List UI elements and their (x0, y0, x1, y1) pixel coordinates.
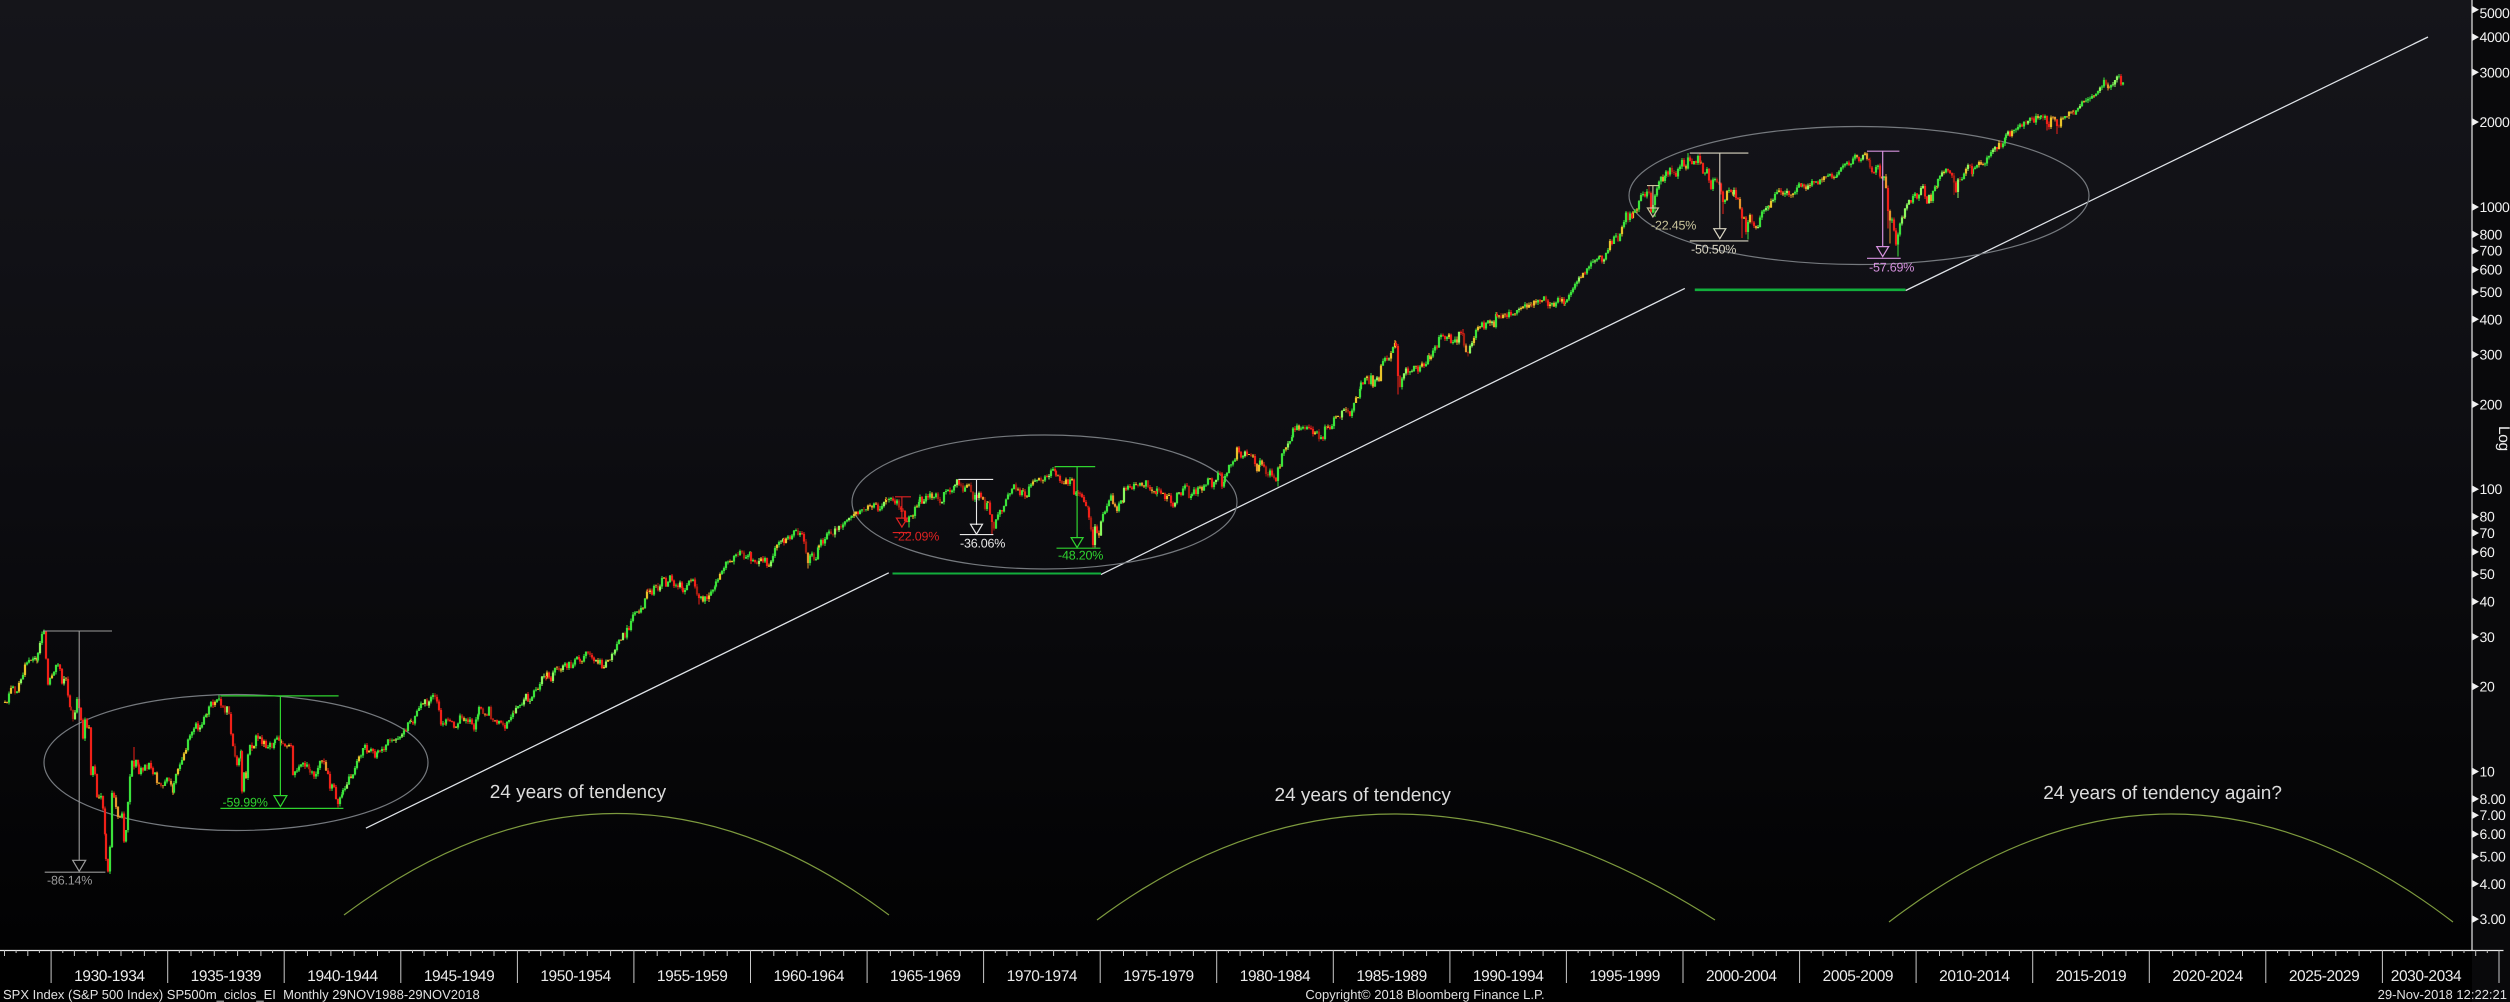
svg-text:Log: Log (2495, 426, 2510, 451)
svg-text:80: 80 (2480, 509, 2495, 525)
svg-text:1940-1944: 1940-1944 (307, 968, 378, 985)
svg-text:4000: 4000 (2480, 29, 2510, 45)
svg-text:24 years of tendency: 24 years of tendency (1275, 785, 1452, 806)
svg-text:-36.06%: -36.06% (960, 537, 1005, 551)
svg-text:60: 60 (2480, 544, 2495, 560)
svg-text:1970-1974: 1970-1974 (1007, 968, 1078, 985)
svg-text:300: 300 (2480, 347, 2503, 363)
svg-text:Copyright© 2018 Bloomberg Fina: Copyright© 2018 Bloomberg Finance L.P. (1305, 987, 1544, 1002)
svg-text:2025-2029: 2025-2029 (2289, 968, 2360, 985)
svg-text:1950-1954: 1950-1954 (540, 968, 611, 985)
svg-text:4.00: 4.00 (2480, 876, 2507, 892)
svg-text:2020-2024: 2020-2024 (2172, 968, 2243, 985)
svg-text:40: 40 (2480, 594, 2495, 610)
svg-text:2000: 2000 (2480, 114, 2510, 130)
svg-text:7.00: 7.00 (2480, 807, 2507, 823)
svg-text:-22.45%: -22.45% (1651, 219, 1696, 233)
svg-text:-50.50%: -50.50% (1691, 243, 1736, 257)
svg-text:1955-1959: 1955-1959 (657, 968, 728, 985)
svg-text:200: 200 (2480, 396, 2503, 412)
svg-text:-59.99%: -59.99% (223, 796, 268, 810)
svg-text:1930-1934: 1930-1934 (74, 968, 145, 985)
svg-text:1980-1984: 1980-1984 (1240, 968, 1311, 985)
svg-text:30: 30 (2480, 629, 2495, 645)
svg-text:5.00: 5.00 (2480, 849, 2507, 865)
svg-text:600: 600 (2480, 262, 2503, 278)
svg-text:29-Nov-2018 12:22:21: 29-Nov-2018 12:22:21 (2378, 987, 2507, 1002)
svg-text:100: 100 (2480, 481, 2503, 497)
svg-text:1960-1964: 1960-1964 (774, 968, 845, 985)
svg-text:1985-1989: 1985-1989 (1356, 968, 1427, 985)
svg-text:8.00: 8.00 (2480, 791, 2507, 807)
svg-text:24 years of tendency again?: 24 years of tendency again? (2043, 783, 2282, 804)
svg-text:-86.14%: -86.14% (47, 874, 92, 888)
svg-text:1975-1979: 1975-1979 (1123, 968, 1194, 985)
svg-text:70: 70 (2480, 525, 2495, 541)
svg-text:400: 400 (2480, 311, 2503, 327)
svg-text:24 years of tendency: 24 years of tendency (490, 782, 667, 803)
svg-text:500: 500 (2480, 284, 2503, 300)
svg-text:-57.69%: -57.69% (1869, 261, 1914, 275)
svg-text:-22.09%: -22.09% (894, 530, 939, 544)
svg-text:700: 700 (2480, 243, 2503, 259)
svg-text:2015-2019: 2015-2019 (2056, 968, 2127, 985)
svg-text:2005-2009: 2005-2009 (1823, 968, 1894, 985)
svg-text:1990-1994: 1990-1994 (1473, 968, 1544, 985)
svg-text:SPX Index (S&P 500 Index) SP50: SPX Index (S&P 500 Index) SP500m_ciclos_… (3, 987, 480, 1002)
svg-text:3000: 3000 (2480, 64, 2510, 80)
svg-text:6.00: 6.00 (2480, 826, 2507, 842)
svg-text:1000: 1000 (2480, 199, 2510, 215)
svg-text:2030-2034: 2030-2034 (2391, 968, 2462, 985)
svg-text:2000-2004: 2000-2004 (1706, 968, 1777, 985)
svg-text:800: 800 (2480, 226, 2503, 242)
svg-text:1965-1969: 1965-1969 (890, 968, 961, 985)
svg-text:1935-1939: 1935-1939 (191, 968, 262, 985)
svg-text:1945-1949: 1945-1949 (424, 968, 495, 985)
svg-text:3.00: 3.00 (2480, 911, 2507, 927)
svg-text:2010-2014: 2010-2014 (1939, 968, 2010, 985)
svg-text:5000: 5000 (2480, 5, 2510, 21)
svg-text:20: 20 (2480, 679, 2495, 695)
svg-text:-48.20%: -48.20% (1058, 549, 1103, 563)
svg-text:50: 50 (2480, 566, 2495, 582)
svg-text:1995-1999: 1995-1999 (1589, 968, 1660, 985)
svg-text:10: 10 (2480, 764, 2495, 780)
